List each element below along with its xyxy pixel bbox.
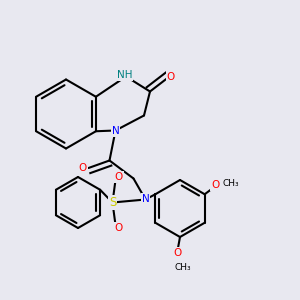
Text: O: O (211, 180, 219, 190)
Text: NH: NH (117, 70, 132, 80)
Text: O: O (114, 223, 123, 233)
Text: N: N (142, 194, 149, 205)
Text: N: N (112, 125, 119, 136)
Text: O: O (114, 172, 123, 182)
Text: CH₃: CH₃ (223, 179, 239, 188)
Text: O: O (167, 71, 175, 82)
Text: CH₃: CH₃ (175, 262, 191, 272)
Text: S: S (109, 196, 116, 209)
Text: O: O (173, 248, 181, 259)
Text: O: O (78, 163, 87, 173)
